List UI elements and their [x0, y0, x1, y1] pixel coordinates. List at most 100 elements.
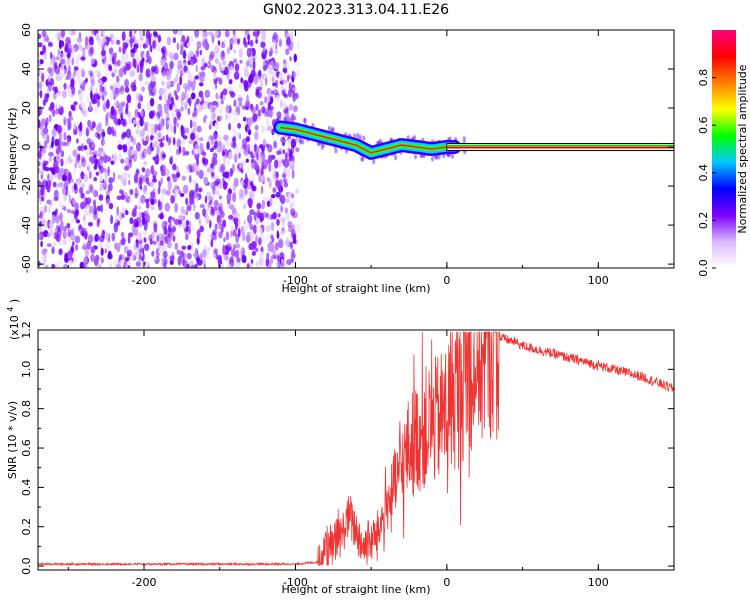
noise-speck	[90, 246, 96, 254]
noise-speck	[108, 202, 114, 210]
noise-speck	[228, 151, 233, 161]
noise-speck	[42, 99, 47, 106]
noise-speck	[60, 203, 65, 208]
y-tick-label: 1.0	[20, 361, 33, 379]
noise-speck	[59, 58, 66, 65]
noise-speck	[167, 131, 171, 137]
noise-speck	[128, 173, 131, 179]
noise-speck	[98, 147, 104, 153]
noise-speck	[220, 99, 224, 105]
noise-speck	[146, 129, 151, 137]
noise-speck	[176, 172, 181, 178]
noise-speck	[108, 262, 112, 268]
noise-speck	[78, 224, 82, 229]
noise-speck	[280, 217, 286, 223]
noise-speck	[81, 67, 85, 78]
noise-speck	[110, 91, 115, 100]
noise-speck	[128, 232, 134, 238]
noise-speck	[63, 132, 67, 141]
noise-speck	[169, 60, 174, 70]
noise-speck	[198, 218, 202, 226]
noise-speck	[288, 82, 292, 91]
noise-speck	[160, 164, 166, 172]
noise-speck	[159, 213, 164, 220]
noise-speck	[189, 248, 194, 253]
noise-speck	[135, 243, 139, 248]
noise-speck	[134, 108, 139, 118]
noise-speck	[60, 140, 64, 148]
noise-speck	[156, 114, 159, 124]
noise-speck	[68, 120, 72, 131]
noise-speck	[262, 144, 266, 151]
noise-speck	[202, 208, 206, 217]
noise-speck	[39, 206, 45, 212]
noise-speck	[117, 144, 123, 151]
noise-speck	[218, 141, 222, 148]
noise-speck	[94, 105, 98, 115]
noise-speck	[66, 208, 72, 214]
noise-speck	[135, 220, 139, 228]
noise-speck	[213, 199, 219, 208]
noise-speck	[76, 138, 79, 144]
noise-speck	[214, 30, 219, 38]
noise-speck	[157, 186, 161, 195]
noise-speck	[226, 245, 230, 253]
noise-speck	[291, 248, 295, 258]
noise-speck	[280, 230, 285, 235]
noise-speck	[188, 163, 193, 174]
noise-speck	[112, 56, 115, 65]
noise-speck	[238, 48, 243, 58]
noise-speck	[173, 116, 177, 126]
x-tick-label: -100	[283, 576, 308, 589]
noise-speck	[138, 198, 141, 208]
noise-speck	[72, 149, 78, 157]
noise-speck	[133, 59, 137, 69]
y-tick-label: 0.4	[20, 479, 33, 497]
noise-speck	[154, 159, 159, 165]
noise-speck	[249, 231, 255, 238]
noise-speck	[198, 82, 204, 87]
noise-speck	[246, 123, 250, 133]
noise-speck	[133, 43, 139, 49]
noise-speck	[190, 223, 194, 233]
noise-speck	[263, 74, 267, 82]
noise-speck	[82, 242, 87, 250]
noise-speck	[121, 206, 125, 216]
noise-speck	[68, 30, 72, 37]
noise-speck	[178, 218, 182, 225]
noise-speck	[170, 96, 175, 106]
noise-speck	[232, 229, 237, 237]
noise-speck	[264, 59, 269, 67]
noise-speck	[243, 116, 247, 122]
noise-speck	[140, 260, 144, 268]
noise-speck	[159, 117, 165, 127]
noise-speck	[274, 64, 279, 70]
noise-speck	[193, 57, 198, 64]
noise-speck	[178, 30, 183, 36]
noise-speck	[294, 92, 299, 100]
noise-speck	[283, 158, 290, 168]
noise-speck	[195, 64, 199, 73]
noise-speck	[116, 206, 119, 216]
noise-speck	[53, 146, 57, 151]
noise-speck	[220, 63, 225, 72]
noise-speck	[54, 138, 59, 147]
noise-speck	[88, 156, 94, 163]
noise-speck	[232, 111, 239, 116]
noise-speck	[203, 169, 209, 178]
signal-speck	[450, 153, 455, 159]
noise-speck	[282, 79, 287, 84]
signal-speck	[434, 154, 438, 160]
noise-speck	[223, 237, 226, 243]
noise-speck	[255, 104, 259, 111]
noise-speck	[94, 159, 97, 168]
noise-speck	[77, 72, 81, 81]
noise-speck	[191, 149, 195, 156]
noise-speck	[243, 69, 249, 78]
noise-speck	[286, 36, 291, 46]
noise-speck	[68, 110, 72, 118]
noise-speck	[77, 145, 83, 152]
noise-speck	[264, 77, 268, 86]
noise-speck	[187, 98, 191, 104]
